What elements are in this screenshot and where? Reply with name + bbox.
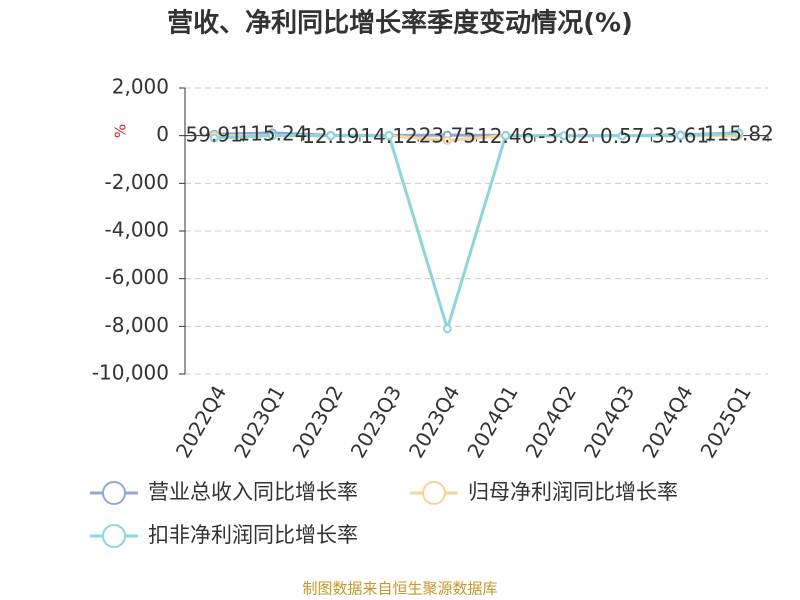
y-tick-label: 2,000 — [112, 75, 169, 99]
y-axis-label: % — [112, 124, 130, 138]
data-point — [267, 131, 277, 141]
x-tick-label: 2024Q1 — [462, 381, 522, 462]
legend-label: 扣非净利润同比增长率 — [148, 523, 358, 547]
legend-label: 营业总收入同比增长率 — [148, 480, 358, 504]
source-note: 制图数据来自恒生聚源数据库 — [302, 580, 497, 598]
y-tick-label: -6,000 — [105, 265, 169, 289]
data-label: 0.57 — [600, 124, 645, 148]
x-tick-label: 2022Q4 — [171, 381, 231, 462]
y-tick-label: -2,000 — [105, 170, 169, 194]
x-tick-label: 2023Q3 — [346, 381, 406, 462]
data-point — [209, 133, 219, 143]
chart-title: 营收、净利同比增长率季度变动情况(%) — [167, 8, 633, 39]
x-tick-label: 2025Q1 — [695, 381, 755, 462]
data-label: 115.82 — [704, 121, 774, 145]
data-point — [559, 131, 569, 141]
data-point — [734, 128, 744, 138]
data-point — [442, 324, 452, 334]
data-point — [676, 131, 686, 141]
data-label: 23.75 — [419, 124, 476, 148]
series-line — [214, 131, 739, 334]
y-tick-label: -4,000 — [105, 218, 169, 242]
data-label: 12.19 — [302, 124, 359, 148]
x-tick-label: 2023Q2 — [287, 381, 347, 462]
x-tick-label: 2024Q4 — [637, 381, 697, 462]
data-point — [326, 131, 336, 141]
data-label: 115.24 — [237, 121, 307, 145]
data-point — [384, 131, 394, 141]
x-tick-label: 2023Q4 — [404, 381, 464, 462]
data-point — [442, 135, 452, 145]
x-tick-label: 2024Q2 — [521, 381, 581, 462]
y-tick-label: 0 — [156, 122, 169, 146]
data-label: 59.91 — [186, 123, 243, 147]
data-point — [617, 131, 627, 141]
x-tick-label: 2024Q3 — [579, 381, 639, 462]
x-tick-label: 2023Q1 — [229, 381, 289, 462]
legend-label: 归母净利润同比增长率 — [468, 480, 678, 504]
legend-marker — [422, 481, 446, 505]
data-label: 12.46 — [477, 124, 534, 148]
legend-item[interactable]: 营业总收入同比增长率 — [90, 480, 358, 505]
data-label: -3.02 — [538, 124, 590, 148]
legend-marker — [102, 481, 126, 505]
data-point — [501, 131, 511, 141]
legend-item[interactable]: 扣非净利润同比增长率 — [90, 523, 358, 548]
y-tick-label: -10,000 — [92, 361, 169, 385]
data-label: 33.61 — [652, 123, 709, 147]
legend-item[interactable]: 归母净利润同比增长率 — [410, 480, 678, 505]
y-tick-label: -8,000 — [105, 313, 169, 337]
legend-marker — [102, 524, 126, 548]
data-label: 14.12 — [360, 124, 417, 148]
